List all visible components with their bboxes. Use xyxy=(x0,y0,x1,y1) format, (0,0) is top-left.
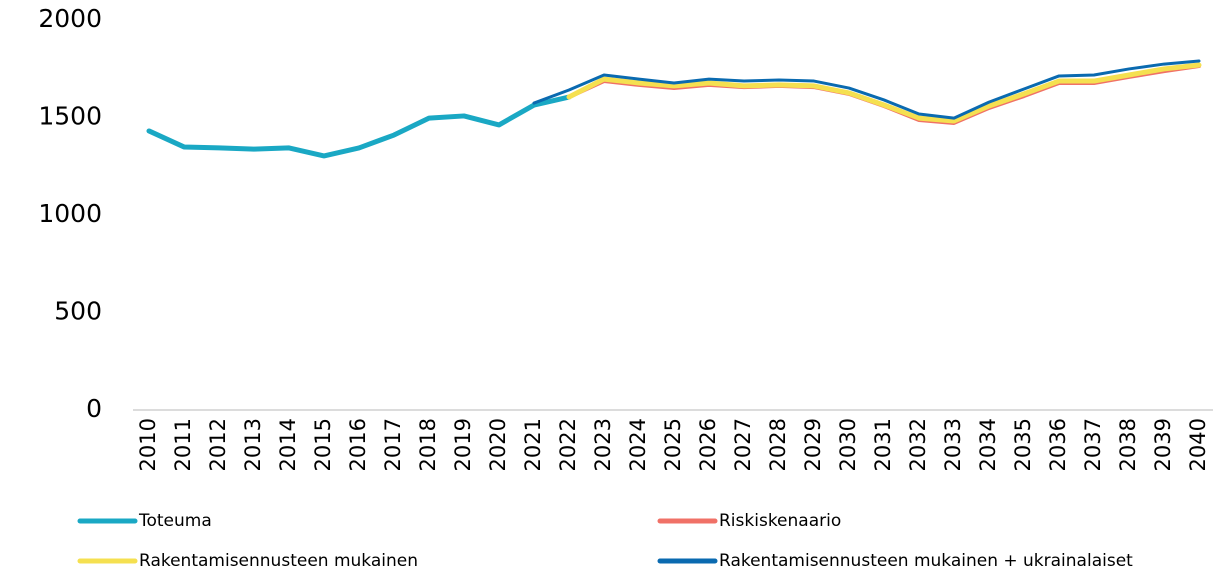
x-tick-label: 2033 xyxy=(941,418,965,471)
x-tick-label: 2040 xyxy=(1186,418,1210,471)
x-tick-label: 2030 xyxy=(836,418,860,471)
x-tick-label: 2015 xyxy=(311,418,335,471)
x-tick-label: 2034 xyxy=(976,418,1000,471)
y-tick-label: 500 xyxy=(54,297,102,326)
x-tick-label: 2027 xyxy=(731,418,755,471)
x-tick-label: 2012 xyxy=(206,418,230,471)
y-tick-label: 2000 xyxy=(38,4,102,33)
x-tick-label: 2020 xyxy=(486,418,510,471)
x-tick-label: 2010 xyxy=(136,418,160,471)
x-tick-label: 2016 xyxy=(346,418,370,471)
x-tick-label: 2023 xyxy=(591,418,615,471)
x-tick-label: 2032 xyxy=(906,418,930,471)
x-tick-label: 2013 xyxy=(241,418,265,471)
x-tick-label: 2024 xyxy=(626,418,650,471)
x-tick-label: 2035 xyxy=(1011,418,1035,471)
x-tick-label: 2021 xyxy=(521,418,545,471)
x-tick-label: 2039 xyxy=(1151,418,1175,471)
x-tick-label: 2014 xyxy=(276,418,300,471)
legend-label: Rakentamisennusteen mukainen xyxy=(139,551,418,571)
legend-label: Rakentamisennusteen mukainen + ukrainala… xyxy=(719,551,1133,571)
legend-label: Toteuma xyxy=(138,511,212,531)
x-tick-label: 2031 xyxy=(871,418,895,471)
legend-label: Riskiskenaario xyxy=(719,511,841,531)
x-tick-label: 2026 xyxy=(696,418,720,471)
x-tick-label: 2029 xyxy=(801,418,825,471)
x-tick-label: 2022 xyxy=(556,418,580,471)
x-tick-label: 2018 xyxy=(416,418,440,471)
series-line xyxy=(566,62,1202,124)
x-tick-label: 2038 xyxy=(1116,418,1140,471)
x-tick-label: 2025 xyxy=(661,418,685,471)
y-tick-label: 0 xyxy=(86,394,102,423)
x-tick-label: 2019 xyxy=(451,418,475,471)
series-line xyxy=(146,94,572,159)
x-tick-label: 2017 xyxy=(381,418,405,471)
y-tick-label: 1500 xyxy=(38,102,102,131)
x-tick-label: 2011 xyxy=(171,418,195,471)
x-tick-label: 2037 xyxy=(1081,418,1105,471)
y-tick-label: 1000 xyxy=(38,199,102,228)
x-tick-label: 2036 xyxy=(1046,418,1070,471)
x-tick-label: 2028 xyxy=(766,418,790,471)
series-line xyxy=(532,59,1201,120)
